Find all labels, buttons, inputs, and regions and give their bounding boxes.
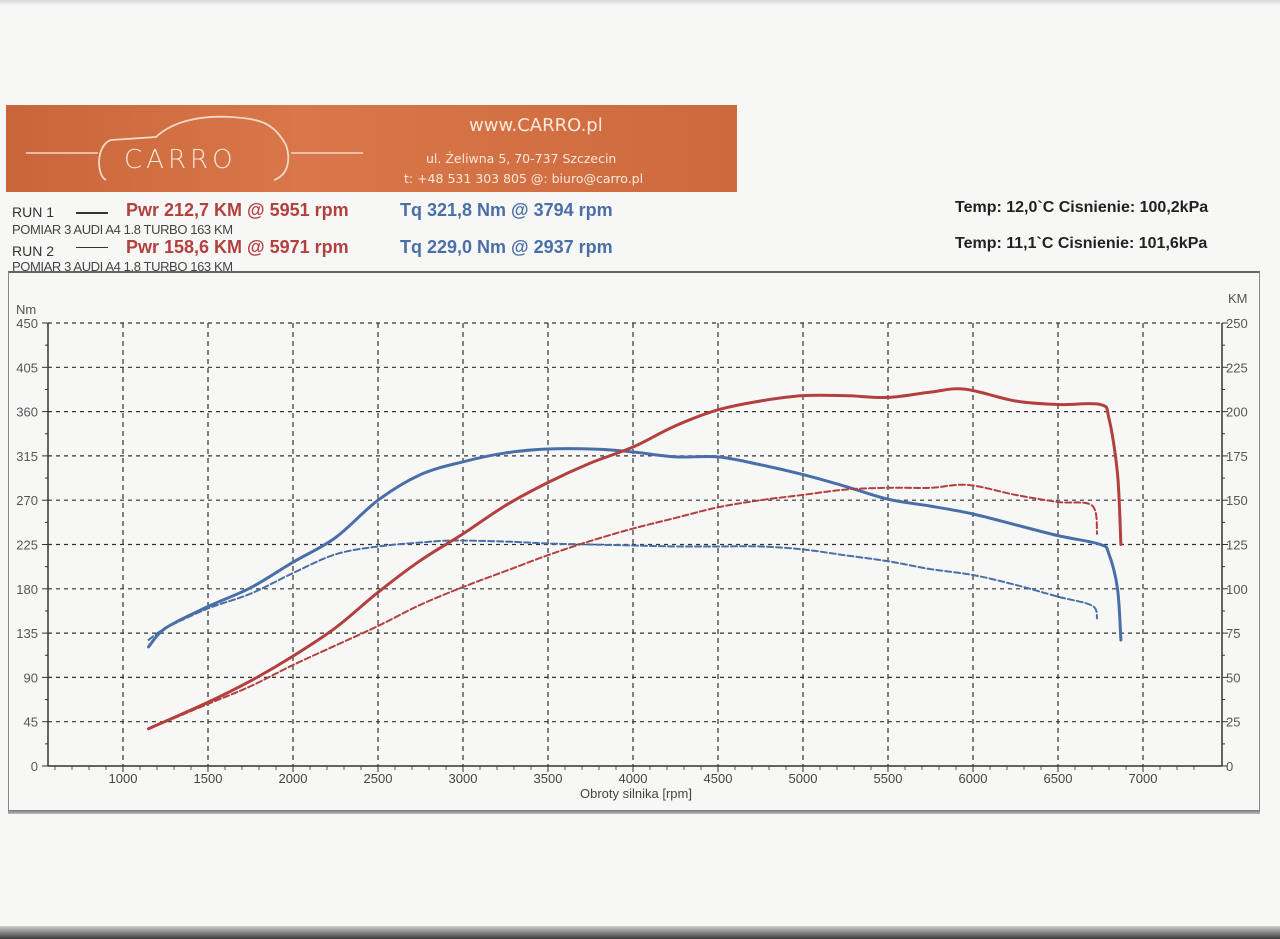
y2-tick-label: 150: [1226, 493, 1248, 508]
x-tick-label: 1000: [109, 771, 138, 786]
run2-conditions: Temp: 11,1`C Cisnienie: 101,6kPa: [955, 235, 1208, 252]
run1-conditions: Temp: 12,0`C Cisnienie: 100,2kPa: [955, 199, 1209, 216]
y-tick-label: 180: [16, 582, 38, 597]
address: ul. Żeliwna 5, 70-737 Szczecin: [426, 151, 617, 166]
run-2-torque-nm-curve: [147, 539, 1099, 641]
x-tick-label: 5000: [789, 771, 818, 786]
run1-torque: Tq 321,8 Nm @ 3794 rpm: [400, 200, 613, 220]
run2-torque: Tq 229,0 Nm @ 2937 rpm: [400, 237, 613, 257]
y2-axis-label: KM: [1228, 291, 1248, 306]
y-tick-label: 225: [16, 538, 38, 553]
x-tick-label: 2500: [364, 771, 393, 786]
x-tick-label: 4500: [704, 771, 733, 786]
y2-tick-label: 225: [1226, 360, 1248, 375]
y2-tick-label: 175: [1226, 449, 1248, 464]
run2-description: POMIAR 3 AUDI A4 1.8 TURBO 163 KM: [12, 259, 233, 274]
y2-tick-label: 25: [1226, 715, 1240, 730]
run1-label: RUN 1: [12, 204, 55, 220]
x-axis-label: Obroty silnika [rpm]: [580, 786, 692, 801]
y-tick-label: 315: [16, 449, 38, 464]
car-logo-icon: [26, 115, 363, 181]
y-tick-label: 360: [16, 405, 38, 420]
y-tick-label: 45: [24, 715, 38, 730]
x-tick-label: 2000: [279, 771, 308, 786]
y-tick-label: 450: [16, 316, 38, 331]
y-axis-label: Nm: [16, 302, 36, 317]
x-tick-label: 3000: [449, 771, 478, 786]
run1-description: POMIAR 3 AUDI A4 1.8 TURBO 163 KM: [12, 222, 233, 237]
y-tick-label: 405: [16, 360, 38, 375]
contact-info: t: +48 531 303 805 @: biuro@carro.pl: [404, 171, 644, 186]
run2-power: Pwr 158,6 KM @ 5971 rpm: [126, 237, 349, 257]
scan-edge-top: [0, 0, 1280, 6]
y2-tick-label: 100: [1226, 582, 1248, 597]
x-tick-label: 5500: [874, 771, 903, 786]
x-tick-label: 6000: [959, 771, 988, 786]
x-tick-label: 7000: [1129, 771, 1158, 786]
y-tick-label: 270: [16, 493, 38, 508]
y2-tick-label: 0: [1226, 759, 1233, 774]
y2-tick-label: 250: [1226, 316, 1248, 331]
x-tick-label: 3500: [534, 771, 563, 786]
chart-frame: [8, 271, 1260, 813]
y2-tick-label: 50: [1226, 670, 1240, 685]
run2-line-legend-icon: [76, 247, 108, 248]
y-tick-label: 135: [16, 626, 38, 641]
run1-power: Pwr 212,7 KM @ 5951 rpm: [126, 200, 349, 220]
x-tick-label: 1500: [194, 771, 223, 786]
y2-tick-label: 200: [1226, 405, 1248, 420]
run1-line-legend-icon: [76, 212, 108, 214]
logo-text: CARRO: [124, 145, 237, 175]
run2-label: RUN 2: [12, 243, 55, 259]
run-2-power-km-curve: [147, 483, 1099, 730]
y2-tick-label: 75: [1226, 626, 1240, 641]
y2-tick-label: 125: [1226, 538, 1248, 553]
run-1-power-km-curve: [147, 387, 1123, 731]
y-tick-label: 90: [24, 670, 38, 685]
carro-banner: CARRO www.CARRO.pl ul. Żeliwna 5, 70-737…: [6, 105, 737, 192]
chart-frame-bottom: [8, 810, 1260, 814]
x-tick-label: 6500: [1044, 771, 1073, 786]
y-tick-label: 0: [31, 759, 38, 774]
website-link[interactable]: www.CARRO.pl: [469, 115, 603, 136]
x-tick-label: 4000: [619, 771, 648, 786]
run-1-torque-nm-curve: [147, 447, 1123, 649]
scan-edge-bottom: [0, 926, 1280, 939]
